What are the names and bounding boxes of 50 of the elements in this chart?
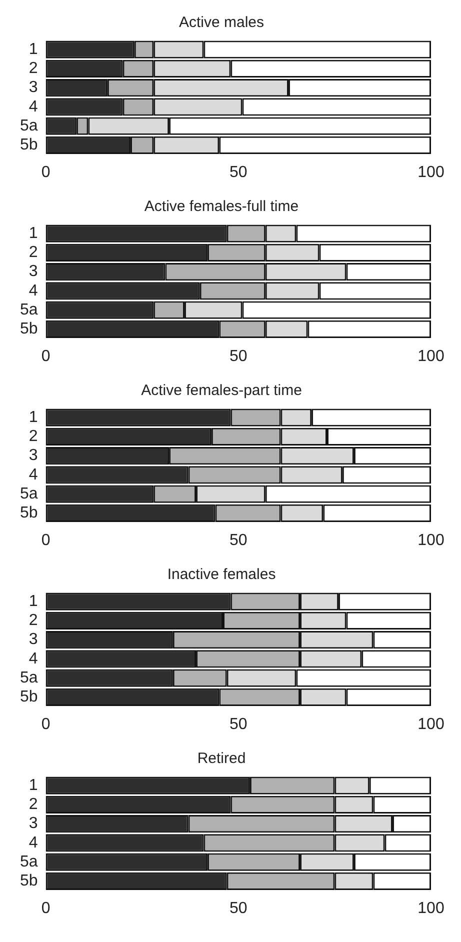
- y-tick-label: 3: [28, 79, 38, 96]
- y-tick-label: 4: [28, 282, 38, 300]
- x-tick-label: 100: [418, 532, 444, 549]
- y-tick-label: 5b: [20, 320, 38, 338]
- x-tick-label: 100: [418, 900, 444, 917]
- x-tick-label: 0: [41, 900, 50, 917]
- y-tick-label: 5b: [20, 504, 38, 522]
- y-tick-label: 1: [28, 592, 38, 610]
- y-tick-label: 4: [28, 650, 38, 668]
- y-tick-label: 3: [28, 815, 38, 832]
- y-tick-label: 4: [28, 98, 38, 116]
- y-tick-label: 5a: [20, 670, 38, 687]
- y-tick-label: 2: [28, 612, 38, 630]
- x-tick-label: 50: [230, 164, 248, 181]
- x-tick-label: 50: [230, 900, 248, 917]
- y-tick-label: 5a: [20, 302, 38, 319]
- y-tick-label: 5a: [20, 854, 38, 871]
- x-tick-label: 0: [41, 532, 50, 549]
- y-tick-label: 1: [28, 224, 38, 242]
- y-tick-label: 2: [28, 60, 38, 78]
- x-tick-label: 100: [418, 164, 444, 181]
- y-tick-label: 3: [28, 263, 38, 280]
- y-tick-label: 2: [28, 244, 38, 262]
- x-tick-label: 50: [230, 532, 248, 549]
- x-tick-label: 50: [230, 348, 248, 365]
- x-tick-label: 0: [41, 164, 50, 181]
- chart-title: Retired: [197, 750, 246, 768]
- y-tick-label: 5b: [20, 136, 38, 154]
- y-tick-label: 1: [28, 408, 38, 426]
- y-tick-label: 4: [28, 466, 38, 484]
- x-tick-label: 100: [418, 716, 444, 733]
- y-tick-label: 5b: [20, 872, 38, 890]
- y-tick-label: 5a: [20, 486, 38, 503]
- y-tick-label: 4: [28, 834, 38, 852]
- y-tick-label: 5b: [20, 688, 38, 706]
- x-tick-label: 0: [41, 348, 50, 365]
- y-tick-label: 2: [28, 796, 38, 814]
- chart-title: Active females-full time: [144, 198, 299, 216]
- chart-title: Active males: [178, 14, 264, 32]
- y-tick-label: 1: [28, 40, 38, 58]
- y-tick-label: 1: [28, 776, 38, 794]
- y-tick-label: 3: [28, 447, 38, 464]
- y-tick-label: 3: [28, 631, 38, 648]
- y-tick-label: 2: [28, 428, 38, 446]
- x-tick-label: 100: [418, 348, 444, 365]
- chart-title: Inactive females: [167, 566, 276, 584]
- x-tick-label: 50: [230, 716, 248, 733]
- chart-title: Active females-part time: [141, 382, 302, 400]
- y-tick-label: 5a: [20, 118, 38, 135]
- x-tick-label: 0: [41, 716, 50, 733]
